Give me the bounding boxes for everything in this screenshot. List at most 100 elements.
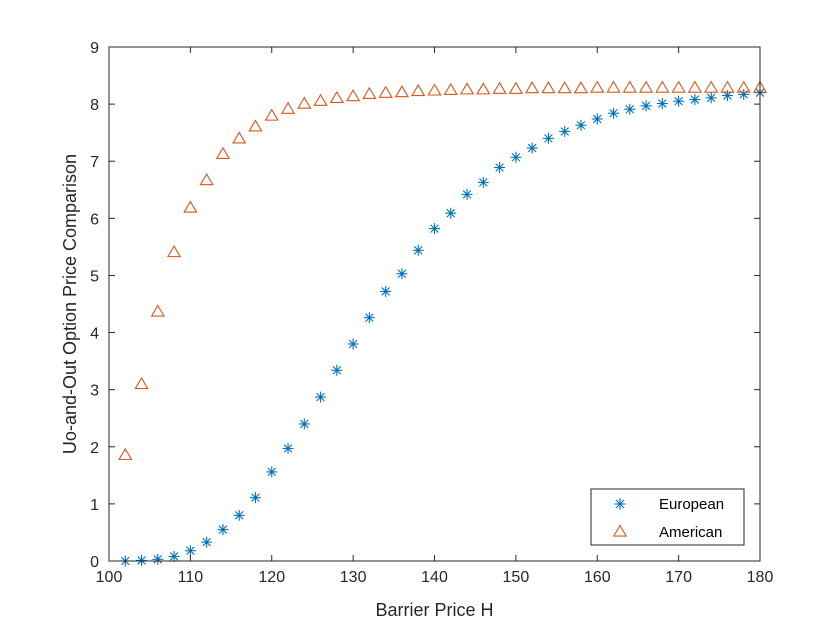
data-point-american-35 (687, 80, 703, 93)
legend: European American (590, 488, 745, 546)
data-point-european-17 (396, 268, 408, 280)
x-tick-label: 140 (421, 569, 448, 586)
data-point-american-34 (671, 80, 686, 93)
data-markers (118, 80, 768, 567)
data-point-american-1 (134, 376, 149, 390)
data-point-american-5 (199, 173, 214, 186)
data-point-european-34 (673, 95, 685, 107)
data-point-american-26 (541, 81, 556, 94)
data-point-european-31 (624, 103, 636, 115)
data-point-american-31 (622, 80, 637, 93)
data-point-american-33 (655, 80, 670, 93)
legend-label-american: American (659, 524, 722, 541)
data-point-european-8 (249, 492, 261, 504)
data-point-american-20 (443, 82, 458, 95)
data-point-european-21 (461, 188, 473, 200)
data-point-european-9 (266, 466, 278, 478)
data-point-european-18 (412, 244, 424, 256)
data-point-european-20 (445, 207, 457, 219)
data-point-american-11 (297, 96, 312, 109)
x-tick-label: 180 (747, 569, 774, 586)
x-tick-label: 170 (665, 569, 692, 586)
data-point-american-18 (411, 83, 426, 97)
x-tick-label: 100 (96, 569, 123, 586)
data-point-american-10 (280, 101, 296, 114)
data-point-european-36 (705, 92, 717, 104)
data-point-american-23 (492, 81, 507, 94)
data-point-american-19 (427, 83, 442, 96)
data-point-european-33 (656, 98, 668, 110)
data-point-european-19 (429, 223, 440, 235)
legend-symbol-european (614, 498, 626, 510)
data-point-american-22 (476, 82, 491, 95)
data-point-american-24 (508, 81, 524, 94)
x-tick-label: 130 (340, 569, 367, 586)
data-point-american-3 (166, 245, 182, 258)
data-point-american-25 (525, 81, 540, 94)
data-point-american-29 (590, 80, 605, 93)
data-point-european-1 (136, 554, 148, 566)
data-point-european-4 (184, 545, 196, 557)
legend-marker-european (614, 498, 626, 510)
x-tick-label: 150 (503, 569, 530, 586)
data-point-european-5 (201, 536, 213, 548)
axis-tick-labels: 100 110 120 130 140 150 160 170 180 0 1 2 3 4 5 6 7 8 9 (90, 40, 773, 586)
data-point-american-38 (736, 80, 751, 93)
data-point-american-27 (557, 81, 572, 94)
data-point-european-10 (282, 442, 294, 454)
x-tick-label: 110 (178, 569, 204, 586)
data-point-american-16 (378, 85, 393, 98)
data-point-european-37 (721, 90, 733, 102)
data-point-european-13 (331, 364, 343, 376)
data-point-european-16 (380, 285, 392, 297)
data-point-american-12 (313, 93, 328, 106)
data-point-european-38 (738, 88, 750, 100)
data-point-european-32 (640, 100, 652, 112)
y-tick-label: 4 (90, 326, 99, 343)
axis-ticks (108, 46, 761, 562)
legend-marker-american (612, 524, 628, 537)
y-tick-label: 7 (90, 154, 99, 171)
data-point-american-0 (118, 447, 133, 460)
data-point-european-15 (363, 312, 375, 324)
data-point-american-28 (573, 81, 589, 94)
x-tick-label: 160 (584, 569, 611, 586)
data-point-american-8 (248, 119, 263, 132)
data-point-american-30 (606, 80, 621, 93)
legend-symbol-american (612, 524, 628, 537)
legend-label-european: European (659, 496, 724, 513)
y-tick-label: 1 (90, 497, 99, 514)
data-point-european-35 (689, 94, 701, 106)
data-point-american-36 (704, 80, 719, 93)
data-point-american-4 (183, 200, 198, 213)
data-point-american-13 (329, 90, 344, 103)
data-point-american-6 (215, 146, 231, 159)
data-point-european-11 (298, 418, 310, 430)
data-point-european-22 (477, 176, 489, 188)
data-point-european-6 (217, 524, 229, 536)
data-point-american-37 (720, 80, 735, 93)
data-point-european-28 (575, 119, 587, 131)
data-point-european-23 (494, 162, 506, 174)
data-point-american-17 (394, 85, 410, 98)
data-point-european-3 (168, 550, 180, 562)
y-axis-label: Uo-and-Out Option Price Comparison (60, 154, 80, 454)
plot-area (109, 47, 760, 561)
data-point-european-30 (608, 107, 620, 119)
data-point-european-14 (347, 338, 359, 350)
y-tick-label: 5 (90, 268, 99, 285)
data-point-american-14 (345, 89, 361, 102)
x-tick-label: 120 (258, 569, 285, 586)
y-tick-label: 3 (90, 383, 99, 400)
data-point-european-7 (233, 509, 245, 521)
data-point-american-32 (638, 80, 654, 93)
data-point-american-21 (459, 82, 475, 95)
data-point-european-26 (542, 132, 554, 144)
data-point-european-25 (526, 142, 538, 154)
x-axis-label: Barrier Price H (375, 600, 493, 620)
data-point-american-7 (232, 131, 247, 144)
y-tick-label: 0 (90, 554, 99, 571)
data-point-european-24 (510, 151, 522, 163)
legend-box (590, 488, 745, 546)
data-point-european-2 (152, 553, 164, 565)
